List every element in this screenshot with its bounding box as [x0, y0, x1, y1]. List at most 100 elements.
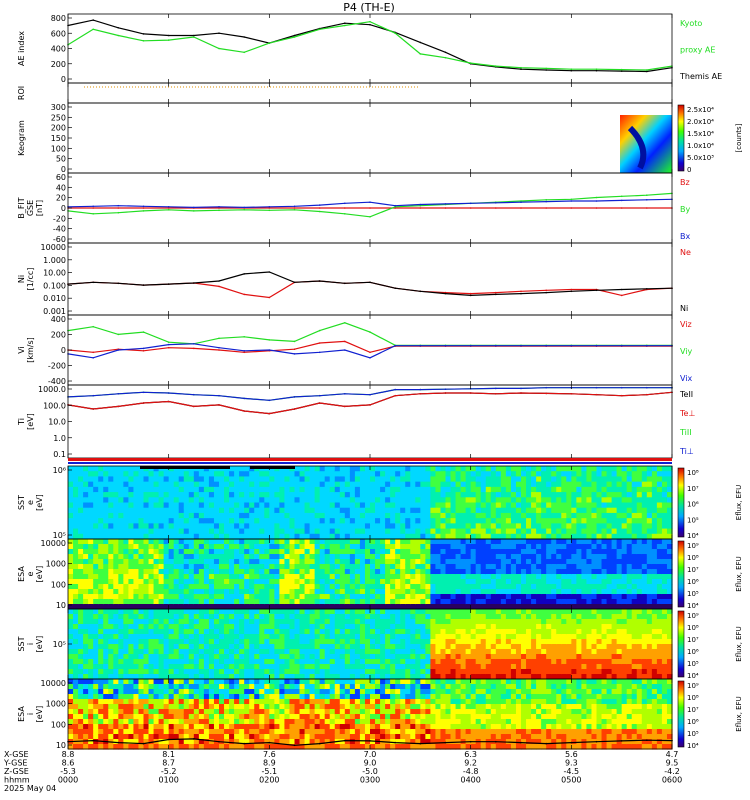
ae-point	[419, 53, 422, 55]
bfield-ytick-label: -20	[53, 214, 66, 223]
velocity-point	[218, 337, 220, 340]
velocity-ytick-label: -200	[48, 362, 66, 371]
ae-point	[117, 34, 120, 37]
velocity-point	[545, 344, 547, 347]
temperature-point	[243, 397, 245, 400]
velocity-point	[444, 344, 447, 347]
density-point	[369, 281, 371, 284]
temperature-point	[293, 396, 296, 398]
temperature-point	[545, 392, 547, 395]
esa_e-ytick-label: 100	[51, 580, 66, 589]
velocity-point	[469, 344, 472, 347]
sst_i-colorbar-label: Eflux, EFU	[735, 626, 743, 661]
velocity-point	[318, 329, 321, 332]
ephemeris-value: -5.2	[161, 767, 177, 776]
temperature-point	[268, 399, 271, 402]
ae-point	[520, 66, 522, 69]
ae-point	[444, 51, 447, 54]
temperature-point	[193, 405, 195, 408]
temperature-point	[620, 386, 623, 389]
esa_i-point	[394, 741, 397, 744]
bfield-point	[293, 205, 296, 208]
bfield-point	[167, 209, 170, 211]
density-point	[595, 289, 598, 292]
temperature-ylabel: [eV]	[26, 413, 35, 430]
density-ytick-label: 10.00	[43, 269, 66, 278]
velocity-ytick-label: 0	[61, 346, 66, 355]
bfield-point	[419, 204, 422, 207]
bfield-point	[595, 196, 598, 199]
density-point	[142, 284, 145, 286]
velocity-point	[520, 344, 522, 347]
ephemeris-value: 0300	[360, 776, 380, 785]
bfield-point	[369, 216, 371, 218]
temperature-point	[92, 394, 94, 397]
keogram-ytick-label: 150	[51, 134, 66, 143]
ae-point	[117, 27, 120, 29]
ae-point	[243, 36, 245, 38]
bfield-ylabel: B_FIT	[17, 197, 26, 218]
esa_e-colorbar-tick: 10⁵	[687, 590, 699, 598]
bfield-point	[117, 211, 120, 214]
density-point	[469, 294, 472, 297]
esa_i-point	[92, 739, 94, 742]
ephemeris-row-label: Z-GSE	[4, 767, 29, 776]
esa_e-ylabel: e	[26, 571, 35, 576]
esa_i-colorbar-label: Eflux, EFU	[735, 696, 743, 731]
bfield-point	[293, 207, 296, 209]
velocity-point	[595, 344, 598, 347]
velocity-point	[142, 347, 145, 350]
ae-point	[268, 42, 271, 44]
velocity-legend-label: Viz	[680, 320, 692, 329]
temperature-ylabel: Ti	[17, 418, 26, 426]
ae-point	[293, 36, 296, 38]
esa_i-point	[570, 741, 573, 744]
esa_i-point	[595, 740, 598, 743]
esa_e-colorbar-tick: 10⁴	[687, 602, 699, 610]
ae-ytick-label: 600	[51, 29, 66, 38]
bfield-point	[318, 204, 321, 206]
bfield-ytick-label: -60	[53, 235, 66, 244]
roi-ylabel: ROI	[17, 86, 26, 100]
temperature-ytick-label: 0.1	[53, 450, 66, 459]
esa_i-colorbar-tick: 10⁹	[687, 682, 699, 690]
burst-bar	[140, 466, 230, 469]
temperature-point	[293, 408, 296, 410]
esa_i-point	[520, 741, 522, 744]
temperature-point	[545, 386, 547, 389]
temperature-point	[495, 387, 497, 390]
bfield-point	[243, 209, 245, 211]
esa-i-spectrogram	[68, 679, 673, 750]
density-point	[545, 291, 547, 294]
bfield-point	[268, 206, 271, 208]
sst_e-colorbar-tick: 10⁷	[687, 485, 699, 493]
ae-ytick-label: 0	[61, 75, 66, 84]
velocity-point	[318, 342, 321, 344]
bfield-point	[218, 209, 220, 212]
temperature-legend-label: Te⊥	[679, 409, 695, 418]
density-point	[268, 271, 271, 273]
cb-sst-i-colorbar	[677, 610, 685, 678]
spectrogram-layer	[68, 115, 673, 750]
esa_i-colorbar-tick: 10⁴	[687, 742, 699, 750]
mode-bar-blue	[68, 462, 672, 464]
keogram-colorbar-tick: 0	[687, 166, 691, 174]
bfield-point	[318, 207, 321, 209]
density-point	[344, 282, 346, 285]
ephemeris-value: 5.6	[565, 750, 578, 759]
ephemeris-value: 7.6	[263, 750, 276, 759]
bfield-ytick-label: 20	[56, 194, 66, 203]
density-point	[167, 283, 170, 285]
bfield-point	[218, 207, 220, 209]
density-point	[620, 288, 623, 291]
temperature-point	[419, 388, 422, 391]
bfield-point	[117, 204, 120, 207]
ephemeris-value: -5.0	[362, 767, 378, 776]
bfield-ytick-label: 60	[56, 173, 66, 182]
velocity-point	[344, 349, 346, 351]
velocity-point	[92, 351, 94, 354]
density-ylabel: Ni	[17, 275, 26, 283]
velocity-point	[167, 341, 170, 344]
velocity-point	[142, 350, 145, 352]
